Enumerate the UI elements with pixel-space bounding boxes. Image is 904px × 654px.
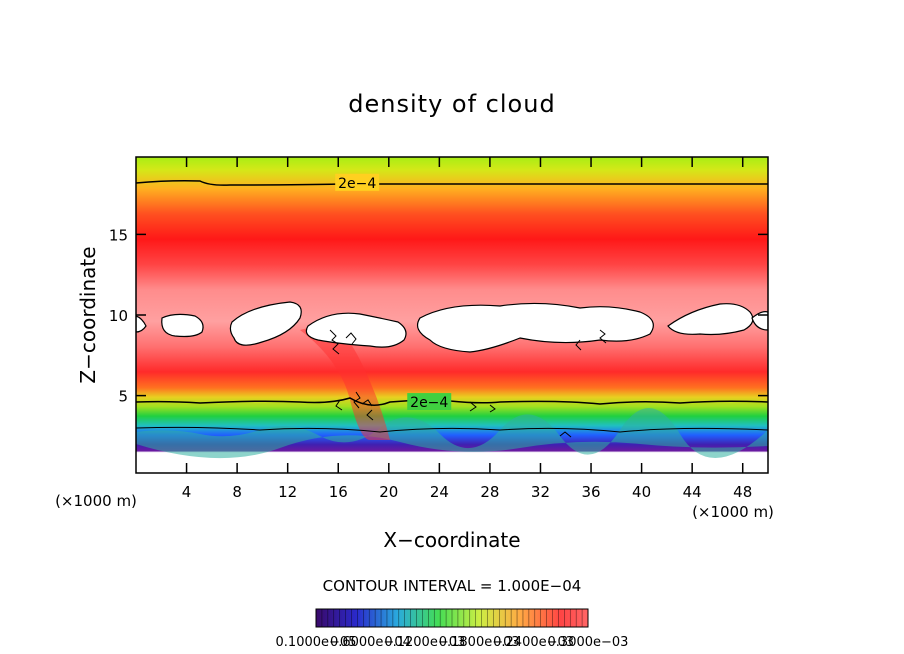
x-tick-label: 20 [379,483,398,501]
x-tick-label: 8 [232,483,242,501]
colorbar-labels: 0.1000e−050.6000e−040.1200e−030.1800e−03… [276,635,629,650]
contour-label: 2e−4 [410,395,448,411]
x-tick-label: 40 [632,483,651,501]
y-tick-label: 10 [109,307,128,325]
x-axis-label: X−coordinate [383,528,520,552]
contour-label-bg [335,173,380,191]
x-tick-label: 28 [480,483,499,501]
colorbar-label: 0.1000e−05 [276,635,357,650]
colorbar-label: 0.1800e−03 [439,635,520,650]
colorbar-label: 0.2400e−03 [493,635,574,650]
y-axis-ticks: 5 10 15 [109,226,768,406]
y-tick-label: 15 [109,226,128,244]
density-field [136,157,768,473]
void-regions [136,301,768,353]
x-tick-label: 32 [531,483,550,501]
x-tick-label: 12 [278,483,297,501]
x-tick-label: 44 [683,483,702,501]
colorbar-stripes [321,609,583,627]
x-tick-label: 16 [329,483,348,501]
x-axis-ticks: 4 8 12 16 20 24 28 32 36 40 44 48 [182,157,752,501]
x-tick-label: 48 [733,483,752,501]
y-axis-label: Z−coordinate [76,246,100,383]
x-tick-label: 4 [182,483,192,501]
x-unit-right: (×1000 m) [692,503,774,521]
colorbar-label: 0.3000e−03 [548,635,629,650]
colorbar-label: 0.6000e−04 [330,635,411,650]
chart-title: density of cloud [348,90,555,118]
x-tick-label: 24 [430,483,449,501]
x-unit-left: (×1000 m) [55,492,137,510]
y-tick-label: 5 [118,388,128,406]
contour-label: 2e−4 [338,176,376,192]
x-tick-label: 36 [581,483,600,501]
contour-interval-label: CONTOUR INTERVAL = 1.000E−04 [323,577,582,595]
colorbar-label: 0.1200e−03 [384,635,465,650]
contour-labels: 2e−4 2e−4 [335,173,452,411]
contour-label-bg [407,393,452,411]
